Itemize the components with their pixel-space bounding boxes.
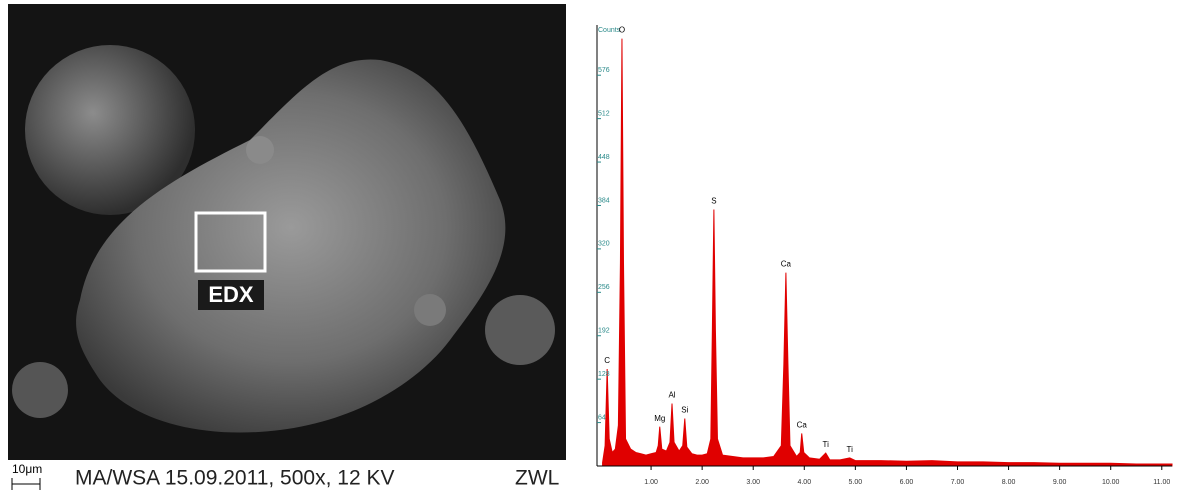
y-axis-label: Counts: [598, 27, 621, 34]
x-tick-label: 9.00: [1053, 479, 1067, 486]
x-tick-label: 11.00: [1153, 479, 1170, 486]
caption: MA/WSA 15.09.2011, 500x, 12 KV: [75, 467, 394, 490]
y-tick-label: 576: [598, 67, 610, 74]
y-tick-label: 448: [598, 154, 610, 161]
particle: [76, 59, 506, 433]
peak-label: Ca: [781, 260, 792, 269]
x-tick-label: 10.00: [1102, 479, 1120, 486]
region-label: EDX: [208, 282, 254, 307]
sem-image: EDX: [8, 4, 566, 460]
peak-label: Mg: [654, 414, 665, 423]
x-tick-label: 8.00: [1002, 479, 1016, 486]
edx-region: [194, 211, 267, 273]
x-tick-label: 1.00: [644, 479, 658, 486]
x-tick-label: 3.00: [746, 479, 760, 486]
y-tick-label: 192: [598, 328, 610, 335]
particle: [246, 136, 274, 164]
particle: [12, 362, 68, 418]
x-tick-label: 6.00: [900, 479, 914, 486]
x-tick-label: 4.00: [797, 479, 811, 486]
particle: [25, 45, 195, 215]
peak-label: C: [604, 356, 610, 365]
peak-label: Ti: [847, 445, 854, 454]
peak-label: Ca: [797, 421, 808, 430]
y-tick-label: 512: [598, 110, 610, 117]
y-tick-label: 384: [598, 197, 610, 204]
spectrum-area: [602, 38, 1173, 467]
y-tick-label: 320: [598, 241, 610, 248]
y-tick-label: 256: [598, 284, 610, 291]
peak-label: Ti: [823, 440, 830, 449]
x-tick-label: 2.00: [695, 479, 709, 486]
peak-label: Si: [681, 406, 688, 415]
particle: [485, 295, 555, 365]
peak-label: S: [711, 197, 716, 206]
x-tick-label: 5.00: [849, 479, 863, 486]
x-tick-label: 7.00: [951, 479, 965, 486]
y-tick-label: 64: [598, 414, 606, 421]
y-tick-label: 128: [598, 371, 610, 378]
peak-label: O: [619, 26, 625, 35]
operator: ZWL: [515, 467, 559, 490]
particle: [414, 294, 446, 326]
peak-label: Al: [668, 391, 675, 400]
label-box: [198, 280, 264, 310]
scale-label: 10μm: [12, 462, 42, 476]
